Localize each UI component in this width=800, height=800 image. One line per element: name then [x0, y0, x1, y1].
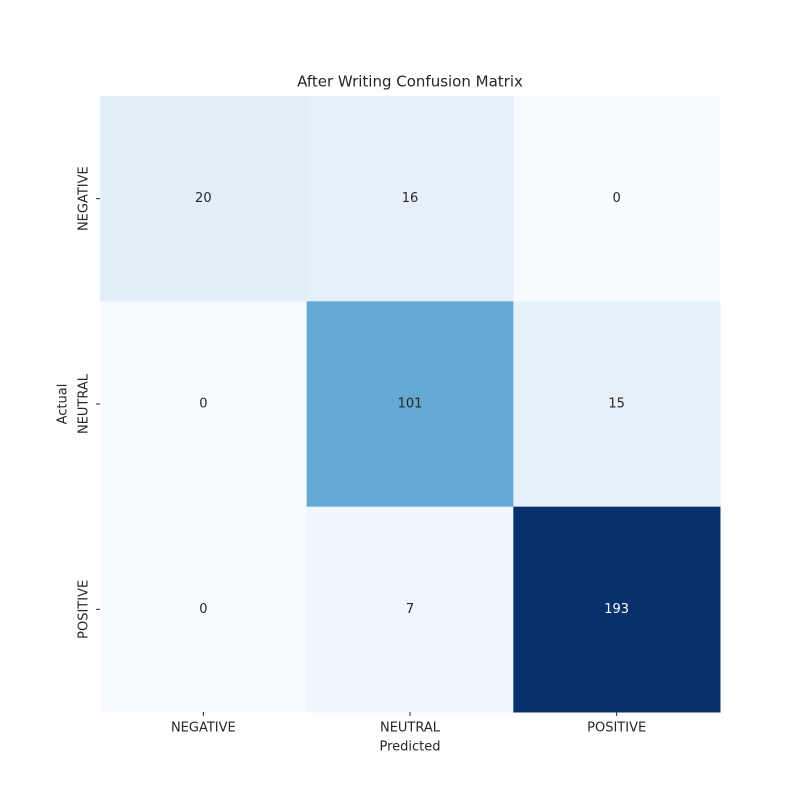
cell-label: 0 [199, 602, 207, 617]
heatmap-cell [513, 506, 721, 713]
heatmap-cell [306, 96, 514, 302]
heatmap-cell [513, 301, 721, 508]
cell-label: 16 [402, 191, 419, 206]
cell-label: 7 [406, 602, 414, 617]
cell-label: 0 [199, 397, 207, 412]
cell-label: 20 [195, 191, 212, 206]
heatmap-cell [100, 96, 308, 302]
x-tick-label: POSITIVE [587, 721, 646, 736]
y-tick-label: NEUTRAL [77, 373, 92, 434]
cell-label: 0 [613, 191, 621, 206]
chart-title: After Writing Confusion Matrix [297, 73, 523, 91]
y-tick-label: POSITIVE [77, 580, 92, 639]
x-tick-label: NEGATIVE [171, 721, 236, 736]
heatmap-cell [513, 96, 721, 302]
cell-label: 193 [604, 602, 629, 617]
heatmap-cell [100, 301, 308, 508]
y-tick-label: NEGATIVE [77, 166, 92, 231]
x-tick-label: NEUTRAL [380, 721, 441, 736]
heatmap-cell [306, 301, 514, 508]
y-axis-label: Actual [56, 384, 71, 425]
heatmap-cell [306, 506, 514, 713]
cell-label: 101 [398, 397, 423, 412]
x-axis-label: Predicted [379, 740, 440, 755]
heatmap-cell [100, 506, 308, 713]
cell-label: 15 [608, 397, 625, 412]
